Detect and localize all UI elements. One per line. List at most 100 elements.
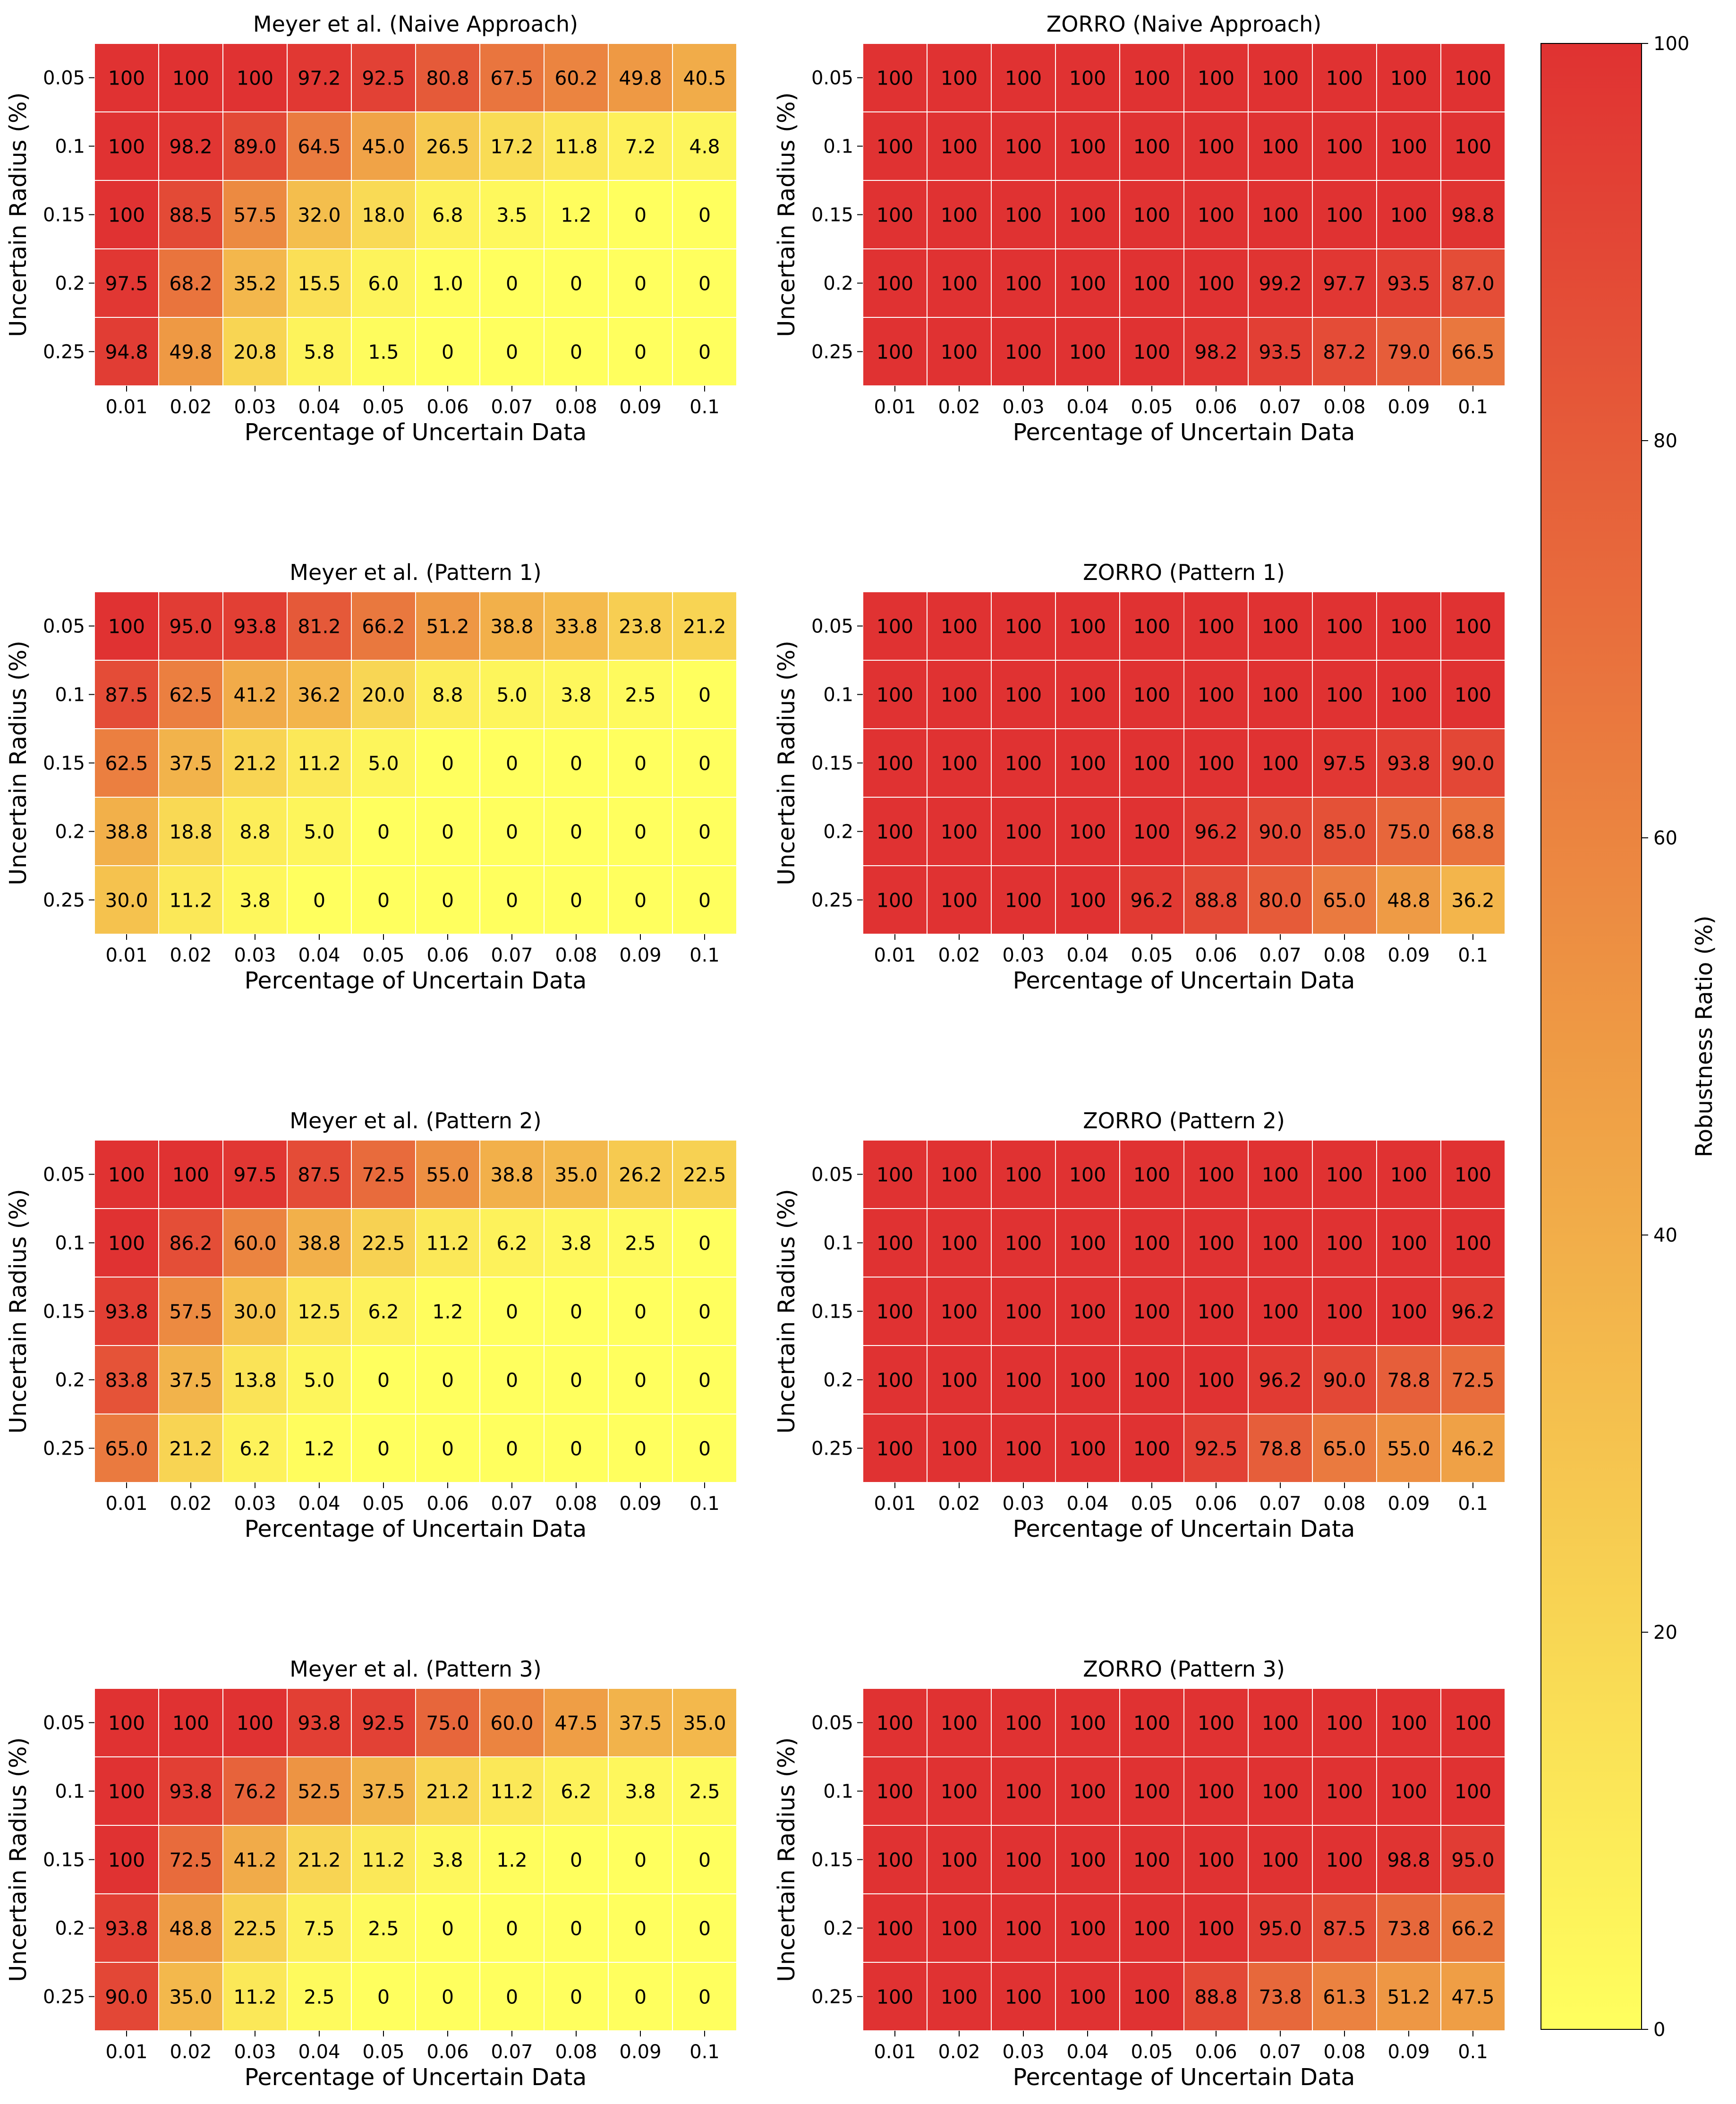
cell-label: 100 (1005, 1232, 1042, 1255)
heatmap-cell (1248, 1962, 1313, 2031)
cell-label: 100 (1198, 1232, 1234, 1255)
heatmap-cell (1440, 1414, 1506, 1483)
x-axis-label: Percentage of Uncertain Data (245, 1516, 587, 1542)
cell-label: 100 (877, 67, 913, 90)
cell-label: 90.0 (1323, 1369, 1366, 1392)
cell-label: 100 (941, 752, 978, 775)
cell-label: 11.2 (298, 752, 340, 775)
cell-label: 3.8 (239, 889, 270, 912)
heatmap-cell (1119, 865, 1184, 935)
cell-label: 100 (1198, 1301, 1234, 1323)
cell-label: 100 (1326, 684, 1363, 707)
cell-label: 38.8 (490, 1164, 533, 1186)
cell-label: 0 (570, 341, 582, 364)
cell-label: 100 (1198, 1917, 1234, 1940)
heatmap-panels: Meyer et al. (Naive Approach) 100 100 100 97… (5, 11, 1506, 2091)
x-tick-label: 0.02 (170, 396, 212, 418)
cell-label: 48.8 (1387, 889, 1430, 912)
cell-label: 100 (1133, 1849, 1170, 1872)
cell-label: 100 (1133, 1780, 1170, 1803)
heatmap-cell (862, 43, 928, 112)
cell-label: 100 (1455, 1232, 1491, 1255)
cell-label: 60.0 (490, 1712, 533, 1735)
x-tick-label: 0.01 (874, 396, 916, 418)
y-tick-label: 0.05 (811, 1712, 853, 1734)
heatmap-cell (479, 180, 545, 249)
cell-label: 0 (570, 889, 582, 912)
y-tick-label: 0.2 (55, 1918, 85, 1940)
cell-label: 100 (237, 67, 273, 90)
heatmap-panel: ZORRO (Pattern 3) 100 100 100 100 100 100 100 10… (773, 1656, 1506, 2091)
cell-label: 100 (1326, 204, 1363, 227)
x-tick-label: 0.06 (426, 396, 468, 418)
cell-label: 95.0 (169, 615, 212, 638)
cell-label: 100 (1133, 615, 1170, 638)
cell-label: 100 (108, 136, 145, 158)
cell-label: 32.0 (298, 204, 340, 227)
cell-label: 100 (941, 1232, 978, 1255)
cell-label: 100 (1069, 1917, 1106, 1940)
cell-label: 0 (377, 821, 390, 843)
heatmap-cell (479, 1825, 545, 1894)
heatmap-cell (1312, 1893, 1377, 1963)
cell-label: 0 (634, 341, 647, 364)
cell-label: 0 (570, 1369, 582, 1392)
cell-label: 100 (1005, 1301, 1042, 1323)
heatmap-cell (1055, 317, 1120, 386)
x-tick-label: 0.09 (1387, 396, 1430, 418)
cell-label: 0 (698, 1986, 711, 2009)
heatmap-cell (862, 728, 928, 798)
cell-label: 73.8 (1259, 1986, 1302, 2009)
cell-label: 96.2 (1130, 889, 1173, 912)
cell-label: 20.0 (362, 684, 405, 707)
x-tick-label: 0.07 (1259, 1493, 1301, 1515)
cell-label: 6.2 (496, 1232, 527, 1255)
x-tick-label: 0.07 (491, 1493, 533, 1515)
cell-label: 100 (1069, 273, 1106, 295)
cell-label: 5.0 (368, 752, 399, 775)
cell-label: 100 (1198, 1164, 1234, 1186)
heatmap-cell (1055, 248, 1120, 318)
cell-label: 100 (1133, 1917, 1170, 1940)
cell-label: 21.2 (298, 1849, 340, 1872)
y-tick-label: 0.1 (823, 1233, 853, 1254)
heatmap-cell (1248, 1277, 1313, 1346)
cell-label: 100 (108, 1849, 145, 1872)
cell-label: 100 (1069, 752, 1106, 775)
colorbar-tick-label: 60 (1653, 827, 1677, 849)
x-tick-label: 0.01 (105, 945, 147, 966)
cell-label: 0 (698, 1849, 711, 1872)
cell-label: 100 (1198, 1849, 1234, 1872)
x-tick-label: 0.1 (689, 945, 720, 966)
x-tick-label: 0.05 (362, 396, 404, 418)
heatmap-cell (1183, 1893, 1249, 1963)
y-tick-label: 0.15 (43, 753, 85, 775)
panel-title: ZORRO (Pattern 2) (1083, 1108, 1285, 1133)
cell-label: 100 (1133, 273, 1170, 295)
x-tick-label: 0.08 (555, 1493, 597, 1515)
heatmap-cell (1055, 1825, 1120, 1894)
x-tick-label: 0.01 (105, 396, 147, 418)
heatmap-cell (158, 797, 223, 866)
heatmap-cell (158, 1893, 223, 1963)
heatmap-cell (415, 43, 480, 112)
heatmap-cell (1440, 1756, 1506, 1826)
cell-label: 100 (1005, 1164, 1042, 1186)
y-axis-label: Uncertain Radius (%) (5, 1737, 32, 1982)
cell-label: 6.2 (239, 1438, 270, 1460)
y-tick-label: 0.25 (811, 1986, 853, 2008)
cell-label: 100 (1133, 67, 1170, 90)
colorbar-gradient (1540, 43, 1642, 2030)
cell-label: 0 (442, 1986, 454, 2009)
cell-label: 40.5 (683, 67, 726, 90)
y-tick-label: 0.2 (823, 1370, 853, 1391)
heatmap-cell (1440, 865, 1506, 935)
cell-label: 93.8 (298, 1712, 340, 1735)
cell-label: 100 (877, 1780, 913, 1803)
heatmap-cell (1376, 1208, 1441, 1278)
cell-label: 20.8 (233, 341, 276, 364)
cell-label: 8.8 (432, 684, 463, 707)
x-tick-label: 0.08 (555, 2041, 597, 2063)
heatmap-cell (991, 865, 1056, 935)
cell-label: 100 (1005, 821, 1042, 843)
